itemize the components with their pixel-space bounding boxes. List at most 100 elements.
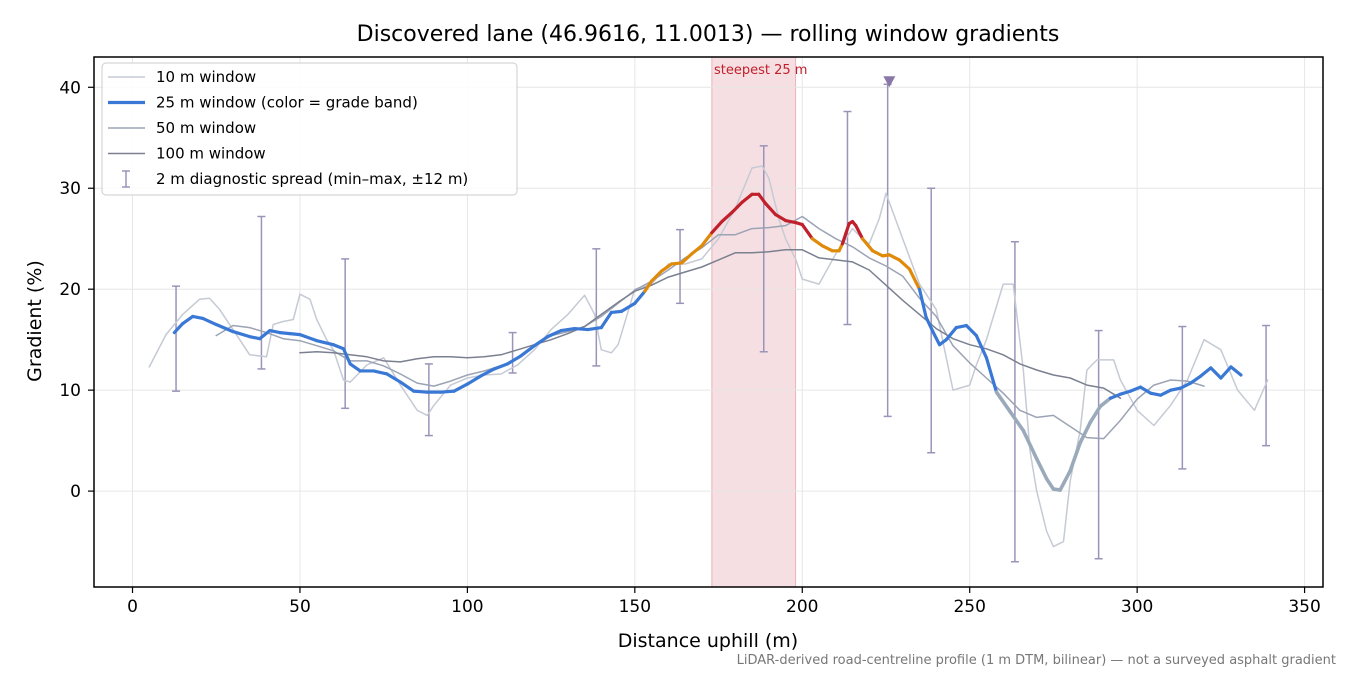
series-25m-segment — [660, 262, 674, 273]
series-25m-segment — [1068, 440, 1083, 473]
series-25m-segment — [1108, 392, 1122, 400]
series-25m-segment — [546, 328, 563, 339]
series-25m-segment — [944, 325, 958, 342]
legend-label: 100 m window — [156, 145, 266, 163]
legend: 10 m window 25 m window (color = grade ba… — [101, 62, 518, 196]
series-25m-segment — [572, 326, 590, 332]
series-25m-segment — [532, 335, 550, 348]
series-25m-segment — [1034, 456, 1049, 481]
series-25m-segment — [315, 339, 336, 347]
series-25m-segment — [278, 331, 292, 336]
highlight-band — [711, 56, 797, 588]
series-25m-segment — [820, 244, 835, 253]
x-tick-label: 350 — [1288, 597, 1320, 617]
series-25m-segment — [452, 382, 469, 393]
plot-frame — [93, 56, 1324, 588]
series-25m-segment — [268, 328, 282, 335]
x-tick-label: 150 — [619, 597, 651, 617]
series-25m-segment — [740, 192, 754, 204]
series-line-50m — [215, 215, 1205, 440]
series-lines — [148, 165, 1269, 548]
series-25m-segment — [1118, 389, 1133, 396]
y-tick-label: 30 — [59, 179, 81, 199]
series-25m-segment — [1098, 396, 1113, 409]
legend-label: 10 m window — [156, 68, 256, 86]
series-25m-segment — [1058, 469, 1072, 492]
x-tick-label: 250 — [953, 597, 985, 617]
series-25m-segment — [974, 334, 989, 360]
series-25m-segment — [412, 389, 429, 394]
series-25m-segment — [633, 289, 647, 305]
series-25m-segment — [887, 253, 901, 262]
series-25m-segment — [298, 333, 319, 343]
series-25m-segment — [258, 328, 272, 341]
series-25m-segment — [201, 316, 218, 327]
x-tick-label: 0 — [127, 597, 138, 617]
series-25m-segment — [385, 372, 403, 384]
series-25m-segment — [1078, 420, 1093, 445]
y-axis-label: Gradient (%) — [24, 260, 46, 382]
series-25m-segment — [214, 322, 235, 334]
series-25m-segment — [492, 362, 510, 371]
series-25m-segment — [341, 347, 352, 366]
series-25m-segment — [288, 332, 302, 337]
series-25m-segment — [917, 287, 928, 320]
series-25m-segment — [810, 237, 824, 248]
series-25m-segment — [1008, 409, 1026, 433]
series-25m-segment — [559, 326, 577, 333]
y-tick-label: 20 — [59, 280, 81, 300]
x-tick-label: 200 — [786, 597, 818, 617]
axis-ticks: 0 50 100 150 200 250 300 350 0 10 20 30 40 — [59, 78, 1320, 617]
series-25m-segment — [519, 344, 536, 358]
series-25m-segment — [1229, 365, 1243, 377]
series-25m-segment — [1128, 385, 1143, 393]
x-tick-label: 300 — [1121, 597, 1153, 617]
series-25m-segment — [800, 222, 814, 241]
series-25m-segment — [680, 252, 694, 265]
y-tick-label: 10 — [59, 381, 81, 401]
series-25m-segment — [586, 325, 603, 332]
series-25m-segment — [231, 329, 252, 339]
series-25m-segment — [964, 323, 979, 338]
series-25m-segment — [984, 356, 999, 394]
plot-area: steepest 25 m — [93, 56, 1324, 588]
series-25m-segment — [1219, 365, 1233, 380]
series-25m-segment — [860, 237, 875, 253]
series-25m-segment — [700, 231, 714, 248]
legend-box — [101, 62, 518, 196]
series-25m-segment — [1189, 374, 1203, 385]
series-line-100m — [299, 249, 1122, 399]
series-25m-segment — [1138, 385, 1153, 395]
series-25m-segment — [465, 374, 483, 386]
series-25m-segment — [599, 310, 613, 330]
series-25m-segment — [840, 232, 848, 246]
series-25m-segment — [191, 314, 205, 321]
series-25m-segment — [1199, 366, 1213, 378]
series-25m-segment — [643, 279, 654, 293]
series-25m-segment — [348, 362, 362, 373]
x-tick-label: 100 — [451, 597, 483, 617]
series-25m-segment — [757, 192, 768, 205]
series-25m-segment — [649, 269, 664, 283]
chart-title: Discovered lane (46.9616, 11.0013) — rol… — [357, 22, 1060, 47]
footnote: LiDAR-derived road-centreline profile (1… — [737, 653, 1336, 668]
legend-label: 50 m window — [156, 119, 256, 137]
series-25m-segment — [248, 335, 262, 341]
marker-triangle — [883, 76, 896, 88]
series-25m-segment — [720, 210, 734, 224]
series-25m-segment — [763, 201, 778, 217]
series-25m-segment — [331, 343, 346, 351]
series-25m-segment — [438, 389, 456, 394]
series-25m-segment — [1158, 388, 1173, 397]
series-25m-segment — [870, 249, 885, 258]
series-25m-segment — [844, 221, 851, 236]
legend-label: 25 m window (color = grade band) — [156, 94, 418, 112]
series-25m-segment — [994, 390, 1012, 414]
x-axis-label: Distance uphill (m) — [618, 630, 798, 652]
y-tick-label: 40 — [59, 78, 81, 98]
legend-label: 2 m diagnostic spread (min–max, ±12 m) — [156, 170, 468, 188]
series-25m-segment — [1148, 391, 1163, 397]
highlight-label: steepest 25 m — [714, 63, 807, 78]
series-25m-segment — [1021, 428, 1039, 461]
